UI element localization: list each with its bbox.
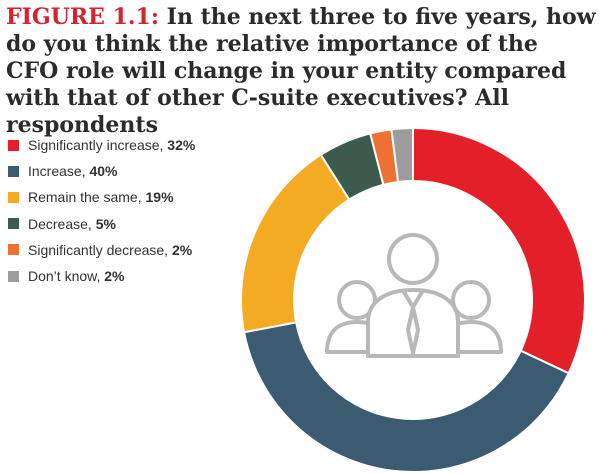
- legend-value: 5%: [95, 215, 116, 232]
- legend-swatch: [8, 218, 19, 230]
- legend-value: 2%: [171, 241, 193, 258]
- figure-question: In the next three to five years, how do …: [6, 4, 596, 138]
- donut-slice: [240, 153, 351, 334]
- legend-label: Don’t know,: [28, 268, 101, 285]
- people-group-icon: [325, 233, 503, 358]
- legend-label: Significantly increase,: [28, 137, 164, 154]
- legend-label: Significantly decrease,: [28, 241, 169, 258]
- legend-item: Significantly increase, 32%: [8, 132, 248, 158]
- chart-legend: Significantly increase, 32% Increase, 40%…: [8, 132, 248, 289]
- legend-swatch: [8, 165, 19, 177]
- legend-swatch: [8, 191, 19, 203]
- legend-item: Significantly decrease, 2%: [8, 237, 248, 263]
- legend-item: Increase, 40%: [8, 158, 248, 184]
- legend-value: 40%: [89, 163, 118, 180]
- figure-title: FIGURE 1.1: In the next three to five ye…: [6, 4, 596, 139]
- legend-swatch: [8, 270, 19, 282]
- legend-label: Increase,: [28, 163, 86, 180]
- legend-value: 19%: [145, 189, 174, 206]
- legend-value: 2%: [104, 268, 125, 285]
- donut-slice: [242, 321, 570, 473]
- legend-swatch: [8, 139, 19, 151]
- donut-slices: [240, 126, 586, 473]
- legend-item: Remain the same, 19%: [8, 184, 248, 210]
- legend-swatch: [8, 244, 19, 256]
- legend-label: Decrease,: [28, 215, 92, 232]
- legend-item: Decrease, 5%: [8, 211, 248, 237]
- figure-label: FIGURE 1.1:: [6, 4, 159, 30]
- legend-item: Don’t know, 2%: [8, 263, 248, 289]
- legend-value: 32%: [167, 137, 196, 154]
- legend-label: Remain the same,: [28, 189, 142, 206]
- donut-slice: [390, 126, 414, 184]
- donut-slice: [412, 126, 586, 375]
